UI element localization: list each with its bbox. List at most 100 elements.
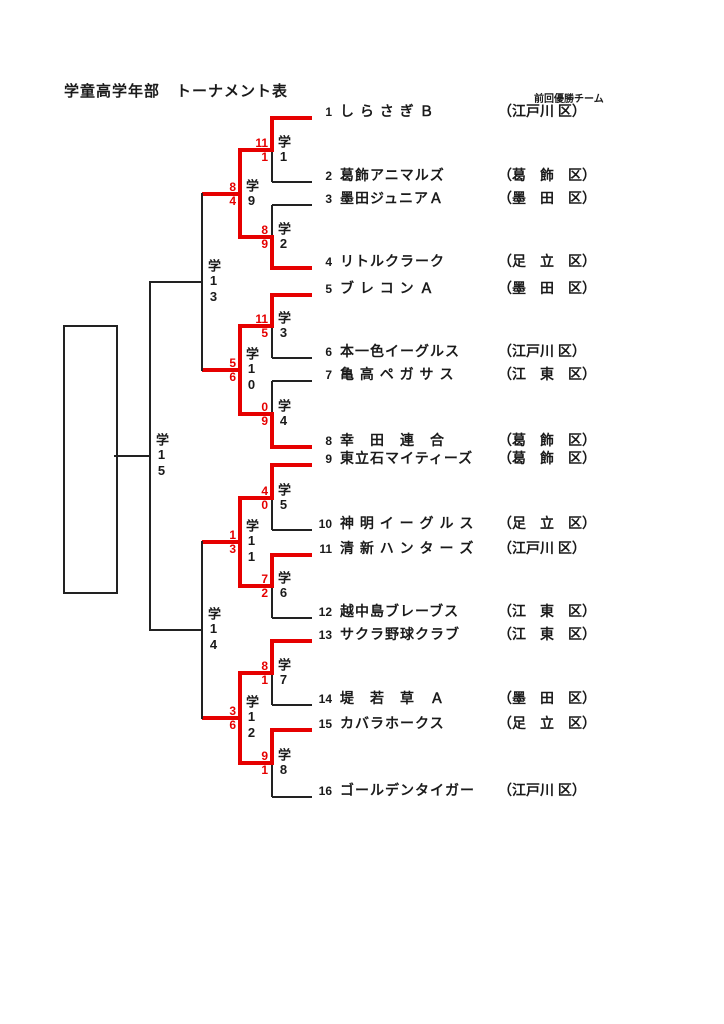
bracket-line (272, 796, 312, 798)
bracket-line (270, 463, 274, 500)
game-score-bottom: 0 (261, 498, 268, 512)
team-name: 葛飾アニマルズ (340, 167, 445, 183)
bracket-line (272, 728, 312, 732)
bracket-line (240, 761, 274, 765)
team-seed: 1 (325, 105, 332, 119)
game-score-bottom: 1 (261, 150, 268, 164)
team-row: 10 神 明 イ ー グ ル ス （足 立 区） (308, 510, 638, 530)
bracket-line (240, 671, 274, 675)
team-row: 4 リトルクラーク （足 立 区） (308, 248, 638, 268)
game-score-top: 8 (229, 180, 236, 194)
team-seed: 11 (319, 542, 332, 556)
team-district: （葛 飾 区） (498, 167, 596, 183)
team-name: ゴールデンタイガー (340, 782, 475, 798)
bracket-line (270, 639, 274, 675)
team-district: （墨 田 区） (498, 190, 596, 206)
game-score-top: 8 (261, 659, 268, 673)
bracket-line (272, 704, 312, 706)
team-name: 越中島ブレーブス (340, 603, 460, 619)
bracket-line (201, 541, 203, 719)
game-score-bottom: 9 (261, 237, 268, 251)
bracket-line (270, 412, 274, 449)
bracket-line (272, 357, 312, 359)
game-score-bottom: 4 (229, 194, 236, 208)
team-district: （江戸川 区） (498, 540, 586, 556)
team-district: （墨 田 区） (498, 280, 596, 296)
bracket-line (272, 293, 312, 297)
bracket-line (272, 553, 312, 557)
game-score-bottom: 6 (229, 370, 236, 384)
game-score-top: 8 (261, 223, 268, 237)
team-name: 神 明 イ ー グ ル ス (340, 515, 475, 531)
team-row: 6 本一色イーグルス （江戸川 区） (308, 338, 638, 358)
team-name: 清 新 ハ ン タ ー ズ (340, 540, 475, 556)
team-row: 3 墨田ジュニアＡ （墨 田 区） (308, 185, 638, 205)
team-name: 亀 高 ペ ガ サ ス (340, 366, 455, 382)
team-seed: 4 (325, 255, 332, 269)
game-score-top: 3 (229, 704, 236, 718)
team-seed: 15 (318, 717, 332, 731)
bracket-line (272, 380, 312, 382)
team-district: （足 立 区） (498, 515, 596, 531)
bracket-line (240, 496, 274, 500)
game-label: 学11 (244, 519, 259, 565)
team-seed: 7 (325, 368, 332, 382)
game-score-top: 1 (229, 528, 236, 542)
bracket-line (202, 368, 242, 372)
game-label: 学10 (244, 347, 259, 393)
team-district: （足 立 区） (498, 253, 596, 269)
team-row: 11 清 新 ハ ン タ ー ズ （江戸川 区） (308, 535, 638, 555)
team-row: 7 亀 高 ペ ガ サ ス （江 東 区） (308, 361, 638, 381)
team-row: 8 幸 田 連 合 （葛 飾 区） (308, 427, 638, 447)
game-label: 学15 (154, 433, 169, 479)
team-row: 14 堤 若 草 Ａ （墨 田 区） (308, 685, 638, 705)
game-label: 学9 (244, 179, 259, 209)
team-district: （江戸川 区） (498, 782, 586, 798)
team-name: し ら さ ぎ Ｂ (340, 103, 435, 119)
game-score-bottom: 6 (229, 718, 236, 732)
team-district: （葛 飾 区） (498, 450, 596, 466)
game-label: 学5 (276, 483, 291, 513)
prev-champion-label: 前回優勝チーム (534, 94, 604, 105)
team-seed: 14 (318, 692, 332, 706)
team-row: 2 葛飾アニマルズ （葛 飾 区） (308, 162, 638, 182)
team-district: （江戸川 区） (498, 103, 586, 119)
bracket-line (240, 584, 274, 588)
bracket-line (240, 148, 274, 152)
game-label: 学6 (276, 571, 291, 601)
team-row: 13 サクラ野球クラブ （江 東 区） (308, 621, 638, 641)
team-district: （江 東 区） (498, 603, 596, 619)
bracket-line (272, 116, 312, 120)
team-row: 1 し ら さ ぎ Ｂ （江戸川 区） (308, 98, 638, 118)
team-seed: 9 (325, 452, 332, 466)
team-row: 12 越中島ブレーブス （江 東 区） (308, 598, 638, 618)
game-score-bottom: 3 (229, 542, 236, 556)
team-district: （墨 田 区） (498, 690, 596, 706)
champion-box (63, 325, 118, 594)
game-label: 学7 (276, 658, 291, 688)
team-district: （江戸川 区） (498, 343, 586, 359)
team-seed: 3 (325, 192, 332, 206)
team-seed: 13 (318, 628, 332, 642)
game-score-top: 11 (255, 136, 268, 150)
bracket-line (270, 116, 274, 152)
game-score-bottom: 1 (261, 763, 268, 777)
bracket-line (271, 381, 273, 414)
game-score-bottom: 2 (261, 586, 268, 600)
game-score-top: 5 (229, 356, 236, 370)
bracket-line (201, 193, 203, 371)
bracket-line (271, 205, 273, 237)
team-row: 5 ブ レ コ ン Ａ （墨 田 区） (308, 275, 638, 295)
team-row: 9 東立石マイティーズ （葛 飾 区） (308, 445, 638, 465)
bracket-line (271, 498, 273, 530)
team-seed: 12 (318, 605, 332, 619)
team-seed: 8 (325, 434, 332, 448)
bracket-line (270, 293, 274, 328)
team-seed: 10 (318, 517, 332, 531)
bracket-line (240, 412, 274, 416)
game-label: 学4 (276, 399, 291, 429)
bracket-line (271, 586, 273, 618)
game-score-bottom: 9 (261, 414, 268, 428)
team-name: 墨田ジュニアＡ (340, 190, 445, 206)
bracket-line (272, 617, 312, 619)
